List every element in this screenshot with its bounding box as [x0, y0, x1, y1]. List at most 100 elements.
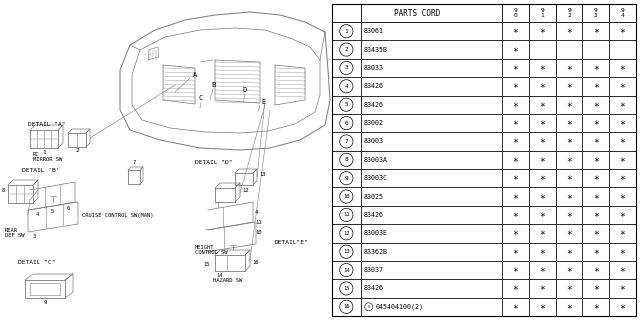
Bar: [361, 298, 502, 316]
Bar: [361, 169, 502, 188]
Bar: [332, 298, 361, 316]
Bar: [582, 169, 609, 188]
Bar: [361, 77, 502, 95]
Text: ∗: ∗: [540, 81, 545, 91]
Bar: [556, 22, 582, 40]
Bar: [502, 77, 529, 95]
Text: ∗: ∗: [620, 173, 625, 183]
Text: 9
3: 9 3: [594, 8, 598, 18]
Text: 4: 4: [344, 84, 348, 89]
Bar: [609, 188, 636, 206]
Bar: [556, 224, 582, 243]
Text: PARTS CORD: PARTS CORD: [394, 9, 440, 18]
Bar: [609, 59, 636, 77]
Text: ∗: ∗: [593, 192, 599, 202]
Text: 9: 9: [44, 300, 47, 305]
Text: 8: 8: [344, 157, 348, 162]
Bar: [582, 279, 609, 298]
Bar: [609, 261, 636, 279]
Bar: [332, 59, 361, 77]
Bar: [609, 40, 636, 59]
Text: DETAIL "C": DETAIL "C": [18, 260, 56, 265]
Text: ∗: ∗: [540, 247, 545, 257]
Bar: [529, 22, 556, 40]
Text: ∗: ∗: [566, 100, 572, 110]
Text: CRUISE CONTROL SW(MAN): CRUISE CONTROL SW(MAN): [82, 212, 154, 218]
Bar: [609, 77, 636, 95]
Text: ∗: ∗: [620, 302, 625, 312]
Text: 12: 12: [343, 231, 349, 236]
Text: 83003C: 83003C: [364, 175, 388, 181]
Bar: [332, 279, 361, 298]
Bar: [361, 206, 502, 224]
Text: 83037: 83037: [364, 267, 383, 273]
Bar: [332, 114, 361, 132]
Text: HAZARD SW: HAZARD SW: [213, 278, 243, 283]
Bar: [502, 169, 529, 188]
Text: RC: RC: [33, 152, 40, 157]
Bar: [556, 95, 582, 114]
Text: ∗: ∗: [513, 284, 518, 293]
Text: ∗: ∗: [593, 265, 599, 275]
Bar: [361, 4, 502, 22]
Text: ∗: ∗: [593, 100, 599, 110]
Text: 11: 11: [343, 212, 349, 217]
Text: 4: 4: [255, 210, 259, 214]
Text: ∗: ∗: [566, 228, 572, 238]
Bar: [556, 188, 582, 206]
Bar: [582, 4, 609, 22]
Text: 10: 10: [255, 229, 262, 235]
Text: 7: 7: [344, 139, 348, 144]
Text: 15: 15: [204, 262, 210, 268]
Bar: [529, 206, 556, 224]
Text: 83033: 83033: [364, 65, 383, 71]
Bar: [361, 224, 502, 243]
Text: ∗: ∗: [513, 81, 518, 91]
Text: 83426: 83426: [364, 212, 383, 218]
Text: ∗: ∗: [540, 155, 545, 165]
Text: ∗: ∗: [540, 26, 545, 36]
Text: 7: 7: [132, 160, 136, 165]
Text: ∗: ∗: [566, 136, 572, 147]
Bar: [502, 261, 529, 279]
Text: ∗: ∗: [513, 228, 518, 238]
Text: 5: 5: [344, 102, 348, 107]
Bar: [529, 114, 556, 132]
Bar: [361, 261, 502, 279]
Text: ∗: ∗: [513, 192, 518, 202]
Bar: [582, 224, 609, 243]
Bar: [582, 261, 609, 279]
Bar: [582, 95, 609, 114]
Text: ∗: ∗: [513, 247, 518, 257]
Text: ∗: ∗: [593, 136, 599, 147]
Text: ∗: ∗: [620, 247, 625, 257]
Text: ∗: ∗: [513, 265, 518, 275]
Text: ∗: ∗: [566, 284, 572, 293]
Bar: [332, 4, 636, 316]
Text: ∗: ∗: [566, 173, 572, 183]
Text: ∗: ∗: [566, 63, 572, 73]
Text: 16: 16: [252, 260, 259, 266]
Bar: [332, 261, 361, 279]
Text: ∗: ∗: [593, 210, 599, 220]
Bar: [502, 206, 529, 224]
Bar: [502, 59, 529, 77]
Bar: [556, 298, 582, 316]
Bar: [361, 95, 502, 114]
Text: HEIGHT: HEIGHT: [195, 245, 214, 250]
Bar: [529, 40, 556, 59]
Text: D: D: [243, 87, 247, 93]
Text: ∗: ∗: [593, 26, 599, 36]
Bar: [582, 298, 609, 316]
Bar: [529, 4, 556, 22]
Bar: [332, 206, 361, 224]
Bar: [609, 22, 636, 40]
Bar: [609, 132, 636, 151]
Text: ∗: ∗: [540, 192, 545, 202]
Bar: [529, 132, 556, 151]
Text: DETAIL "A": DETAIL "A": [28, 122, 65, 127]
Bar: [556, 261, 582, 279]
Bar: [502, 279, 529, 298]
Text: ∗: ∗: [540, 136, 545, 147]
Text: 14: 14: [217, 273, 223, 278]
